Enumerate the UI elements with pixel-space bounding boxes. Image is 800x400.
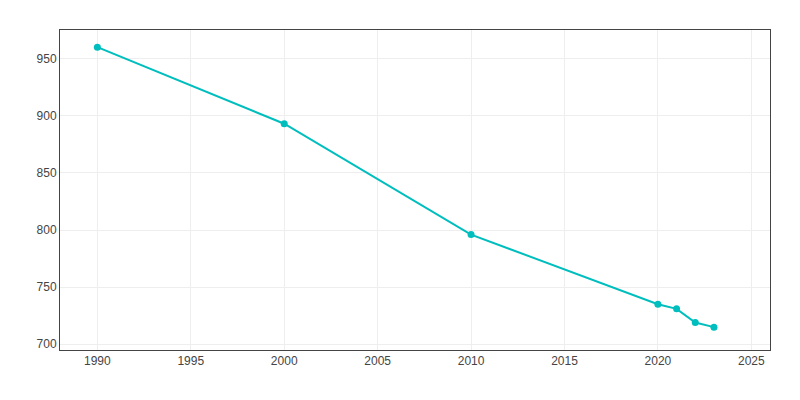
svg-text:700: 700 bbox=[37, 337, 57, 351]
svg-text:2000: 2000 bbox=[271, 354, 298, 368]
svg-text:2005: 2005 bbox=[364, 354, 391, 368]
svg-text:850: 850 bbox=[37, 166, 57, 180]
svg-text:2010: 2010 bbox=[458, 354, 485, 368]
svg-text:2020: 2020 bbox=[645, 354, 672, 368]
svg-text:2015: 2015 bbox=[551, 354, 578, 368]
svg-text:800: 800 bbox=[37, 223, 57, 237]
svg-text:1990: 1990 bbox=[84, 354, 111, 368]
svg-text:1995: 1995 bbox=[177, 354, 204, 368]
svg-text:750: 750 bbox=[37, 280, 57, 294]
svg-text:2025: 2025 bbox=[738, 354, 765, 368]
svg-text:950: 950 bbox=[37, 52, 57, 66]
svg-text:900: 900 bbox=[37, 109, 57, 123]
